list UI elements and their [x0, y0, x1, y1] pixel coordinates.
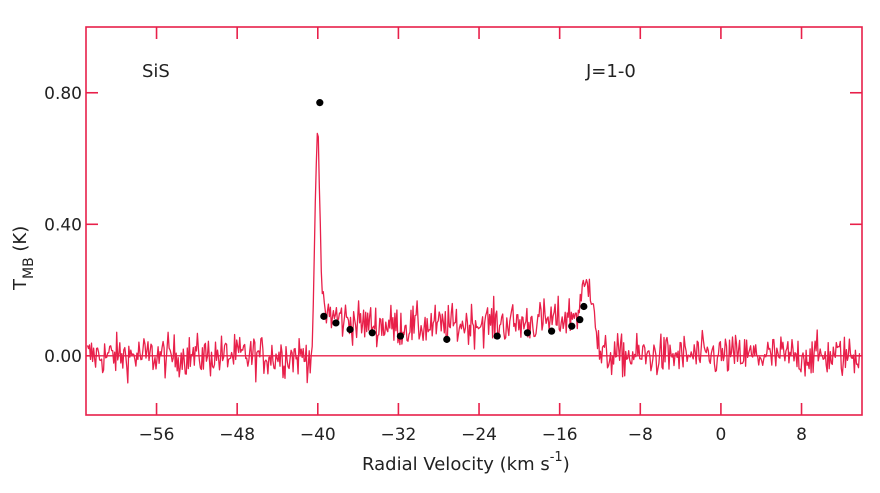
data-point — [368, 329, 376, 337]
y-axis-title-main: T — [10, 278, 31, 291]
data-point — [580, 302, 588, 311]
data-point — [332, 319, 340, 327]
data-point — [568, 322, 576, 330]
annotation-transition: J=1-0 — [585, 61, 636, 82]
annotation-molecule: SiS — [142, 61, 170, 82]
data-point — [548, 327, 556, 335]
x-axis-title-close: ) — [563, 454, 570, 475]
x-tick-label: −16 — [542, 425, 578, 445]
x-tick-label: −40 — [300, 425, 336, 445]
y-axis-title: TMB (K) — [10, 226, 37, 291]
data-point — [396, 332, 405, 340]
y-axis-title-sub: MB — [21, 257, 37, 279]
x-axis-title-sup: -1 — [550, 450, 563, 465]
x-tick-label: 8 — [796, 425, 807, 445]
x-tick-label: −48 — [219, 425, 255, 445]
x-tick-label: 0 — [715, 425, 726, 445]
data-point — [576, 316, 584, 324]
data-points — [316, 99, 588, 343]
x-tick-label: −56 — [139, 425, 175, 445]
data-point — [316, 99, 324, 107]
data-point — [320, 312, 328, 320]
y-tick-label: 0.40 — [44, 215, 82, 235]
x-axis-title: Radial Velocity (km s-1) — [362, 450, 570, 475]
data-point — [443, 335, 451, 343]
data-point — [346, 325, 354, 334]
axis-ticks — [86, 27, 862, 415]
y-tick-label: 0.80 — [44, 84, 82, 104]
x-tick-label: −24 — [461, 425, 497, 445]
data-point — [523, 329, 532, 337]
y-tick-label: 0.00 — [44, 347, 82, 367]
plot-frame — [85, 26, 863, 416]
spectrum-line — [86, 132, 861, 384]
tick-labels: −56 −48 −40 −32 −24 −16 −8 0 8 0.00 0.40 0.80 — [44, 84, 807, 445]
y-axis-title-unit: (K) — [10, 226, 31, 258]
x-tick-label: −8 — [628, 425, 653, 445]
data-point — [493, 332, 501, 340]
x-tick-label: −32 — [380, 425, 416, 445]
x-axis-title-main: Radial Velocity (km s — [362, 454, 550, 475]
